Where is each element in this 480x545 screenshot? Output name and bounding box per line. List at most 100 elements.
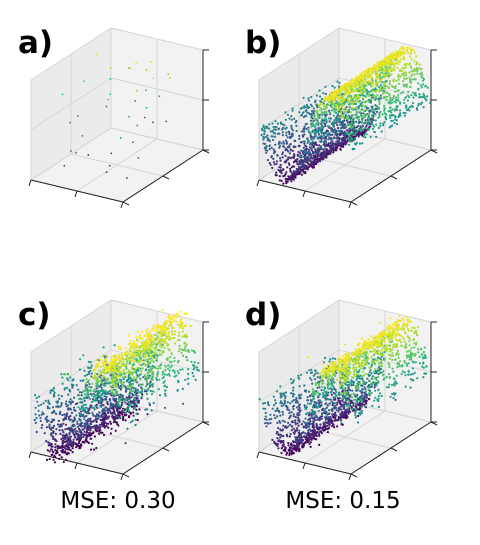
data-point	[118, 398, 121, 402]
data-point	[361, 104, 364, 107]
data-point	[350, 137, 353, 140]
data-point	[390, 99, 394, 102]
data-point	[337, 141, 340, 144]
data-point	[78, 394, 81, 397]
data-point	[162, 351, 165, 354]
data-point	[279, 157, 282, 160]
data-point	[114, 398, 117, 401]
data-point	[282, 175, 285, 178]
data-point	[354, 132, 357, 135]
data-point	[95, 399, 98, 402]
data-point	[103, 395, 106, 398]
data-point	[303, 148, 306, 152]
data-point	[51, 435, 54, 438]
data-point	[366, 94, 369, 97]
data-point	[134, 423, 137, 427]
data-point	[281, 168, 284, 171]
data-point	[349, 123, 352, 127]
data-point	[419, 84, 422, 87]
data-point	[63, 438, 67, 441]
data-point	[77, 388, 80, 391]
data-point	[304, 161, 307, 164]
data-point	[143, 346, 146, 350]
data-point	[390, 114, 393, 117]
data-point	[388, 94, 391, 97]
data-point	[99, 418, 102, 421]
data-point	[103, 369, 106, 372]
data-point	[103, 413, 106, 416]
data-point	[129, 347, 132, 350]
data-point	[53, 461, 57, 464]
data-point	[78, 391, 81, 394]
data-point	[185, 356, 188, 359]
data-point	[409, 78, 412, 82]
data-point	[379, 84, 382, 87]
data-point	[280, 179, 283, 182]
data-point	[70, 150, 72, 152]
data-point	[324, 140, 328, 143]
data-point	[337, 101, 340, 104]
data-point	[148, 402, 151, 405]
data-point	[153, 334, 156, 337]
data-point	[385, 118, 388, 121]
data-point	[379, 124, 382, 128]
data-point	[344, 133, 347, 137]
data-point	[112, 373, 115, 376]
data-point	[343, 136, 346, 139]
data-point	[156, 372, 159, 376]
data-point	[338, 136, 341, 139]
data-point	[330, 127, 333, 130]
data-point	[112, 378, 115, 381]
data-point	[402, 58, 405, 61]
data-point	[95, 387, 98, 390]
data-point	[371, 85, 374, 88]
data-point	[148, 365, 151, 368]
data-point	[195, 366, 198, 369]
data-point	[273, 135, 277, 138]
data-point	[112, 391, 115, 394]
data-point	[58, 445, 61, 448]
data-point	[102, 404, 105, 407]
data-point	[74, 427, 77, 430]
data-point	[284, 139, 287, 142]
data-point	[138, 363, 141, 366]
data-point	[131, 364, 134, 367]
data-point	[314, 130, 318, 133]
data-point	[103, 384, 106, 387]
data-point	[90, 406, 93, 409]
data-point	[384, 115, 387, 118]
data-point	[425, 99, 428, 102]
data-point	[387, 110, 390, 113]
data-point	[145, 106, 148, 109]
data-point	[268, 127, 271, 130]
data-point	[412, 48, 415, 52]
data-point	[266, 136, 269, 139]
data-point	[284, 177, 287, 180]
data-point	[422, 83, 425, 86]
data-point	[320, 120, 323, 123]
data-point	[384, 90, 388, 94]
data-point	[322, 134, 325, 137]
data-point	[400, 46, 403, 50]
data-point	[307, 126, 310, 129]
data-point	[82, 354, 85, 357]
data-point	[58, 397, 61, 400]
data-point	[332, 124, 335, 127]
data-point	[367, 123, 370, 126]
data-point	[51, 445, 54, 448]
data-point	[364, 136, 367, 139]
data-point	[321, 157, 324, 160]
data-point	[180, 348, 183, 351]
data-point	[66, 373, 70, 376]
data-point	[108, 399, 112, 402]
data-point	[340, 105, 343, 108]
data-point	[90, 375, 93, 378]
data-point	[337, 88, 340, 91]
data-point	[382, 87, 385, 90]
data-point	[150, 365, 153, 369]
data-point	[308, 163, 311, 166]
data-point	[403, 85, 406, 88]
data-point	[413, 327, 416, 330]
data-point	[402, 111, 405, 114]
data-point	[281, 128, 284, 131]
